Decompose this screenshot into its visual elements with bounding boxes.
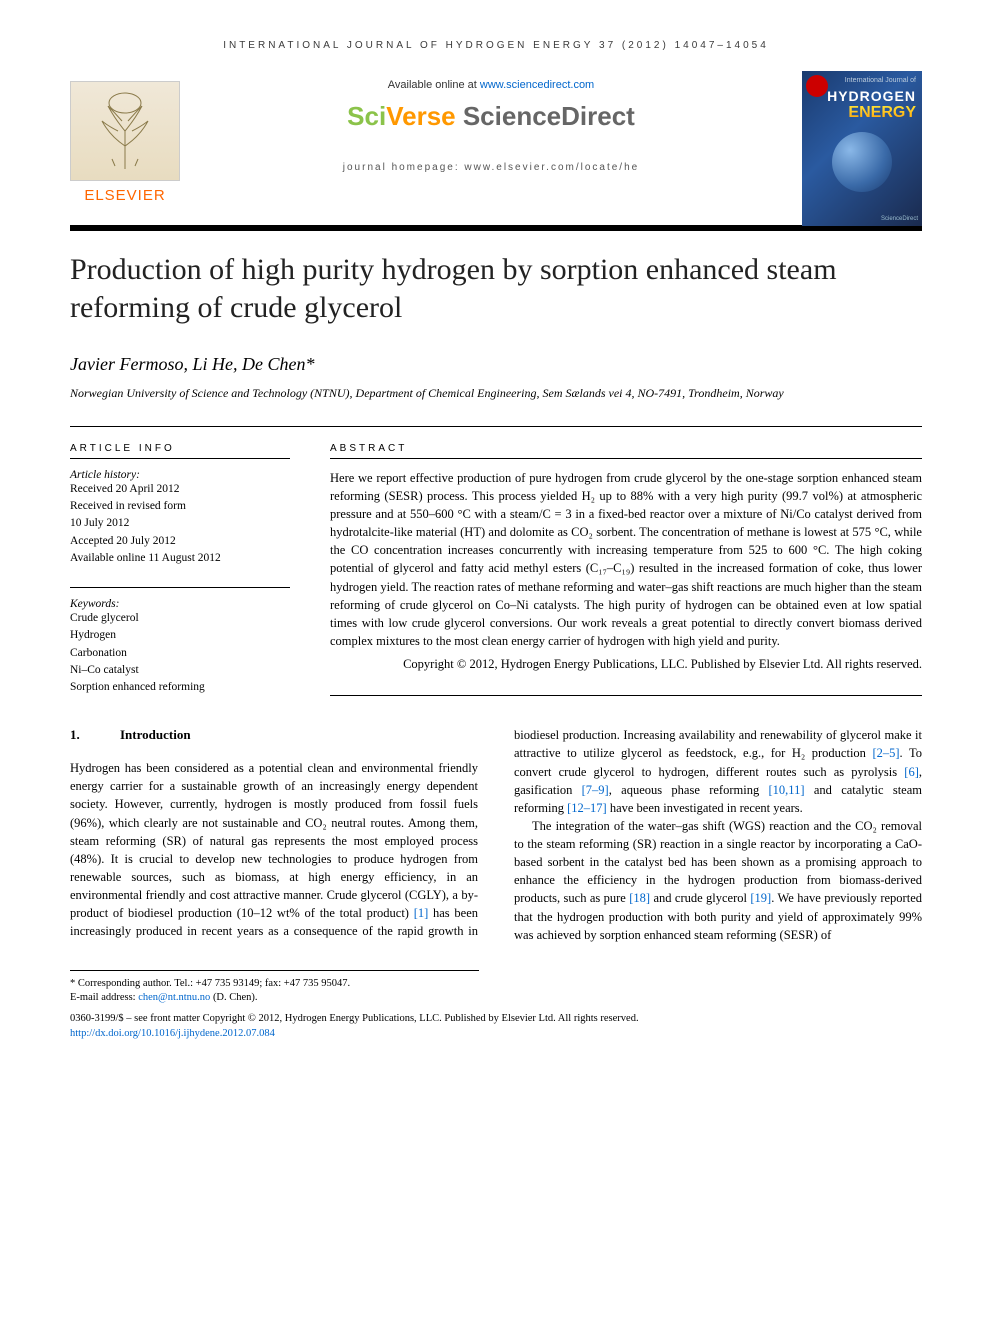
citation-link[interactable]: [1] xyxy=(414,906,429,920)
email-label: E-mail address: xyxy=(70,992,138,1003)
history-list: Received 20 April 2012 Received in revis… xyxy=(70,481,290,567)
article-info-heading: ARTICLE INFO xyxy=(70,443,290,459)
citation-link[interactable]: [18] xyxy=(629,891,650,905)
abstract-copyright: Copyright © 2012, Hydrogen Energy Public… xyxy=(330,656,922,674)
keywords-label: Keywords: xyxy=(70,598,290,610)
keyword-item: Crude glycerol xyxy=(70,610,290,627)
citation-link[interactable]: [7–9] xyxy=(582,783,609,797)
keyword-item: Sorption enhanced reforming xyxy=(70,679,290,696)
citation-link[interactable]: [6] xyxy=(904,765,919,779)
issn-copyright: 0360-3199/$ – see front matter Copyright… xyxy=(70,1012,922,1027)
text-run: have been investigated in recent years. xyxy=(607,801,803,815)
section-title: Introduction xyxy=(120,727,191,742)
abstract-col: ABSTRACT Here we report effective produc… xyxy=(330,443,922,697)
footer-meta: 0360-3199/$ – see front matter Copyright… xyxy=(70,1012,922,1041)
keywords-block: Keywords: Crude glycerol Hydrogen Carbon… xyxy=(70,587,290,696)
section-number: 1. xyxy=(70,726,120,745)
history-item: Accepted 20 July 2012 xyxy=(70,533,290,550)
available-online-line: Available online at www.sciencedirect.co… xyxy=(200,79,782,91)
cover-footer: ScienceDirect xyxy=(881,216,918,222)
journal-header: ELSEVIER Available online at www.science… xyxy=(70,71,922,231)
body-text: 1.Introduction Hydrogen has been conside… xyxy=(70,726,922,944)
corresponding-author-footnote: * Corresponding author. Tel.: +47 735 93… xyxy=(70,970,479,1006)
author-list: Javier Fermoso, Li He, De Chen* xyxy=(70,354,922,375)
keyword-item: Hydrogen xyxy=(70,627,290,644)
text-run: and crude glycerol xyxy=(650,891,750,905)
sciverse-direct: ScienceDirect xyxy=(463,101,635,131)
paragraph: The integration of the water–gas shift (… xyxy=(514,817,922,944)
elsevier-tree-icon xyxy=(70,81,180,181)
text-run: , aqueous phase reforming xyxy=(609,783,769,797)
elsevier-wordmark: ELSEVIER xyxy=(70,187,180,204)
email-attribution: (D. Chen). xyxy=(210,992,257,1003)
section-heading: 1.Introduction xyxy=(70,726,478,745)
keyword-item: Carbonation xyxy=(70,645,290,662)
sciverse-sci: Sci xyxy=(347,101,386,131)
doi-link[interactable]: http://dx.doi.org/10.1016/j.ijhydene.201… xyxy=(70,1027,922,1042)
available-label: Available online at xyxy=(388,79,480,91)
history-item: 10 July 2012 xyxy=(70,515,290,532)
citation-link[interactable]: [2–5] xyxy=(872,746,899,760)
sciencedirect-url[interactable]: www.sciencedirect.com xyxy=(480,79,594,91)
history-item: Available online 11 August 2012 xyxy=(70,550,290,567)
abstract-text: Here we report effective production of p… xyxy=(330,469,922,650)
cover-badge-icon xyxy=(806,75,828,97)
article-title: Production of high purity hydrogen by so… xyxy=(70,251,922,326)
keyword-item: Ni–Co catalyst xyxy=(70,662,290,679)
history-item: Received 20 April 2012 xyxy=(70,481,290,498)
abstract-heading: ABSTRACT xyxy=(330,443,922,459)
citation-link[interactable]: [19] xyxy=(750,891,771,905)
info-abstract-row: ARTICLE INFO Article history: Received 2… xyxy=(70,426,922,697)
corr-author-line: * Corresponding author. Tel.: +47 735 93… xyxy=(70,977,479,992)
article-info-col: ARTICLE INFO Article history: Received 2… xyxy=(70,443,290,697)
email-link[interactable]: chen@nt.ntnu.no xyxy=(138,992,210,1003)
journal-homepage: journal homepage: www.elsevier.com/locat… xyxy=(200,162,782,173)
citation-link[interactable]: [12–17] xyxy=(567,801,607,815)
affiliation: Norwegian University of Science and Tech… xyxy=(70,385,922,402)
publisher-logo-block: ELSEVIER xyxy=(70,81,180,221)
header-center: Available online at www.sciencedirect.co… xyxy=(200,71,782,173)
sciverse-verse: Verse xyxy=(386,101,463,131)
journal-cover-thumb: International Journal of HYDROGEN ENERGY… xyxy=(802,71,922,226)
keywords-list: Crude glycerol Hydrogen Carbonation Ni–C… xyxy=(70,610,290,696)
citation-link[interactable]: [10,11] xyxy=(769,783,805,797)
sciverse-logo: SciVerse ScienceDirect xyxy=(200,101,782,132)
email-line: E-mail address: chen@nt.ntnu.no (D. Chen… xyxy=(70,991,479,1006)
history-item: Received in revised form xyxy=(70,498,290,515)
cover-globe-icon xyxy=(832,132,892,192)
text-run: Hydrogen has been considered as a potent… xyxy=(70,761,478,920)
history-label: Article history: xyxy=(70,469,290,481)
cover-title-energy: ENERGY xyxy=(808,104,916,122)
running-head: INTERNATIONAL JOURNAL OF HYDROGEN ENERGY… xyxy=(70,40,922,51)
